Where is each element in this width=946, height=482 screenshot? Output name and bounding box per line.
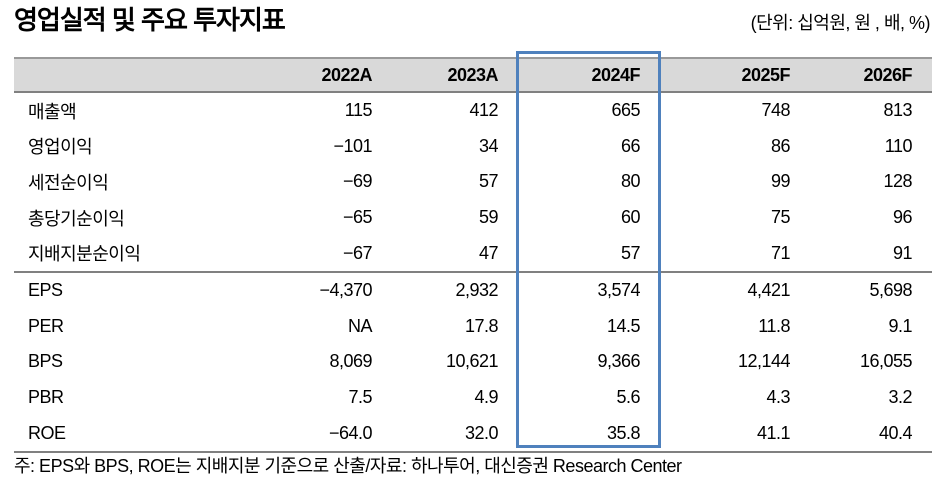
row-label: BPS (28, 351, 63, 372)
table-cell: 3,574 (597, 280, 640, 301)
row-label: 지배지분순이익 (14, 235, 164, 273)
table-cell: 96 (892, 207, 913, 228)
table-cell: 115 (344, 100, 373, 121)
table-row: PER NA 17.8 14.5 11.8 9.1 (14, 309, 932, 345)
table-cell: 12,144 (737, 351, 791, 372)
table-cell: 412 (469, 100, 498, 121)
table-cell: 813 (883, 100, 912, 121)
table-cell: 128 (883, 171, 912, 192)
table-cell: 5.6 (616, 387, 640, 408)
table-cell: −64.0 (164, 415, 392, 453)
table-cell: NA (347, 315, 373, 336)
table-cell: 75 (770, 207, 791, 228)
table-cell: 5,698 (869, 280, 912, 301)
row-label: 영업이익 (28, 137, 93, 158)
table-cell: 16,055 (859, 351, 913, 372)
table-cell: 34 (478, 135, 499, 156)
table-cell: 47 (392, 235, 518, 273)
column-header-2023A: 2023A (392, 57, 518, 93)
table-cell: 57 (478, 171, 499, 192)
column-header-2025F: 2025F (660, 57, 810, 93)
table-cell: 7.5 (348, 387, 372, 408)
table-cell: 41.1 (660, 415, 810, 453)
table-cell: 57 (518, 235, 660, 273)
table-row: 세전순이익 −69 57 80 99 128 (14, 164, 932, 200)
table-cell: 4.9 (474, 387, 498, 408)
table-cell: 3.2 (888, 387, 912, 408)
table-cell: 4,421 (747, 280, 790, 301)
table-row: ROE −64.0 32.0 35.8 41.1 40.4 (14, 415, 932, 453)
table-cell: 11.8 (758, 315, 790, 336)
table-row: 매출액 115 412 665 748 813 (14, 92, 932, 129)
table-row: EPS −4,370 2,932 3,574 4,421 5,698 (14, 272, 932, 309)
table-cell: −4,370 (319, 280, 372, 301)
table-cell: 14.5 (606, 315, 641, 336)
table-cell: 9.1 (888, 315, 912, 336)
table-cell: 60 (620, 207, 641, 228)
row-label: 매출액 (28, 101, 77, 122)
table-cell: 17.8 (464, 315, 499, 336)
row-label: PER (28, 315, 64, 336)
table-cell: 10,621 (445, 351, 499, 372)
report-header: 영업실적 및 주요 투자지표 (단위: 십억원, 원 , 배, %) (14, 4, 931, 38)
row-label: 세전순이익 (28, 172, 109, 193)
row-label: 총당기순이익 (28, 208, 125, 229)
column-header-2022A: 2022A (164, 57, 392, 93)
table-row: BPS 8,069 10,621 9,366 12,144 16,055 (14, 344, 932, 380)
row-label: PBR (28, 387, 64, 408)
table-cell: −67 (164, 235, 392, 273)
page-title: 영업실적 및 주요 투자지표 (14, 5, 286, 35)
table-row: 총당기순이익 −65 59 60 75 96 (14, 200, 932, 236)
row-label: ROE (14, 415, 164, 453)
table-cell: 40.4 (810, 415, 932, 453)
table-row: 지배지분순이익 −67 47 57 71 91 (14, 235, 932, 273)
table-row: PBR 7.5 4.9 5.6 4.3 3.2 (14, 380, 932, 416)
table-cell: 66 (620, 135, 641, 156)
table-cell: −69 (342, 171, 373, 192)
table-cell: 665 (611, 100, 640, 121)
table-cell: 2,932 (455, 280, 498, 301)
financial-table: 2022A 2023A 2024F 2025F 2026F 매출액 115 412 665 74… (14, 57, 932, 453)
table-cell: 4.3 (766, 387, 790, 408)
footnote: 주: EPS와 BPS, ROE는 지배지분 기준으로 산출/자료: 하나투어,… (14, 456, 682, 476)
table-cell: 32.0 (392, 415, 518, 453)
column-header-2026F: 2026F (810, 57, 932, 93)
table-cell: 110 (884, 135, 913, 156)
table-cell: 71 (660, 235, 810, 273)
table-cell: 8,069 (329, 351, 372, 372)
table-cell: 86 (770, 135, 791, 156)
units-note: (단위: 십억원, 원 , 배, %) (750, 12, 931, 33)
table-cell: 35.8 (518, 415, 660, 453)
table-cell: 59 (478, 207, 499, 228)
table-header-row: 2022A 2023A 2024F 2025F 2026F (14, 57, 932, 93)
column-header-2024F: 2024F (518, 57, 660, 93)
row-label: EPS (28, 280, 63, 301)
table-cell: 9,366 (597, 351, 640, 372)
table-cell: −65 (342, 207, 373, 228)
table-body: 매출액 115 412 665 748 813 영업이익 −101 34 66 86 110 세전순이익… (14, 92, 932, 453)
table-row: 영업이익 −101 34 66 86 110 (14, 129, 932, 165)
table-cell: −101 (333, 135, 372, 156)
table-cell: 91 (810, 235, 932, 273)
table-cell: 80 (620, 171, 641, 192)
column-header-blank (14, 57, 164, 93)
table-cell: 748 (761, 100, 790, 121)
table-cell: 99 (770, 171, 791, 192)
